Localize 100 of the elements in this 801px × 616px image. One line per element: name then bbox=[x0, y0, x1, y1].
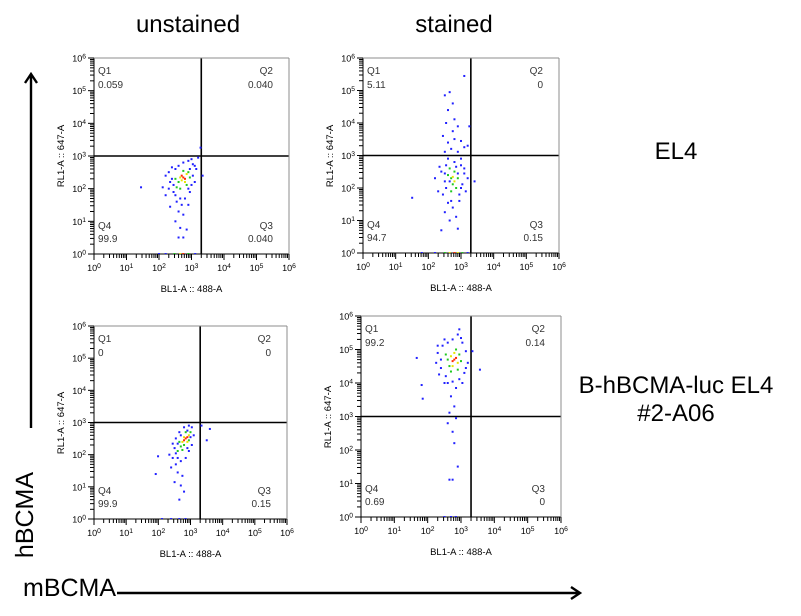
x-tick-label: 10$^{5}$ bbox=[520, 526, 535, 536]
y-tick-label: 10$^{0}$ bbox=[72, 514, 86, 524]
x-tick-label: 10$^{2}$ bbox=[151, 528, 166, 538]
annotation: 0 bbox=[98, 348, 104, 360]
x-tick-label: 10$^{0}$ bbox=[87, 262, 102, 273]
x-tick-label: 10$^{1}$ bbox=[120, 262, 134, 273]
x-tick-label: 10$^{0}$ bbox=[354, 526, 368, 536]
x-tick-label: 10$^{0}$ bbox=[87, 528, 102, 538]
x-tick-label: 10$^{2}$ bbox=[420, 526, 435, 536]
y-tick-label: 10$^{1}$ bbox=[72, 482, 86, 492]
x-tick-label: 10$^{6}$ bbox=[552, 262, 566, 272]
annotation: 94.7 bbox=[367, 233, 386, 245]
y-tick-label: 10$^{6}$ bbox=[339, 311, 354, 322]
annotation: 5.11 bbox=[367, 80, 386, 92]
annotation: Q1 bbox=[365, 324, 378, 336]
y-tick-label: 10$^{6}$ bbox=[341, 53, 356, 64]
y-tick-label: 10$^{4}$ bbox=[341, 118, 356, 128]
annotation: Q2 bbox=[532, 324, 545, 336]
y-tick-label: 10$^{0}$ bbox=[72, 249, 86, 260]
y-tick-label: 10$^{5}$ bbox=[72, 86, 86, 96]
annotation: 0 bbox=[265, 348, 271, 360]
x-tick-label: 10$^{5}$ bbox=[248, 528, 262, 538]
y-tick-label: 10$^{5}$ bbox=[339, 344, 354, 355]
annotation: 99.9 bbox=[98, 499, 118, 511]
x-tick-label: 10$^{2}$ bbox=[152, 262, 166, 273]
annotation: Q4 bbox=[98, 221, 112, 233]
x-axis-title: BL1-A :: 488-A bbox=[158, 549, 222, 561]
annotation: 0.15 bbox=[524, 233, 543, 245]
x-tick-label: 10$^{3}$ bbox=[184, 262, 199, 273]
annotation: 0.059 bbox=[98, 80, 124, 92]
y-tick-label: 10$^{4}$ bbox=[72, 118, 86, 129]
x-tick-label: 10$^{6}$ bbox=[280, 528, 294, 538]
text: mBCMA bbox=[23, 574, 116, 602]
y-tick-label: 10$^{2}$ bbox=[72, 184, 86, 194]
y-axis-title: RL1-A :: 647-A bbox=[325, 124, 337, 187]
y-tick-label: 10$^{3}$ bbox=[341, 150, 356, 161]
annotation: 0.040 bbox=[248, 234, 273, 246]
annotation: 0.15 bbox=[252, 499, 271, 511]
x-tick-label: 10$^{6}$ bbox=[554, 526, 568, 536]
annotation: Q4 bbox=[98, 486, 112, 498]
x-tick-label: 10$^{5}$ bbox=[519, 262, 534, 272]
y-tick-label: 10$^{2}$ bbox=[339, 445, 354, 456]
y-tick-label: 10$^{0}$ bbox=[341, 248, 356, 258]
annotation: 0.040 bbox=[248, 80, 273, 92]
x-tick-label: 10$^{1}$ bbox=[387, 526, 402, 536]
annotation: 0 bbox=[537, 80, 543, 92]
x-tick-label: 10$^{3}$ bbox=[454, 262, 468, 272]
annotation: Q3 bbox=[532, 484, 545, 496]
text: EL4 bbox=[654, 138, 698, 166]
x-axis-title: BL1-A :: 488-A bbox=[429, 547, 493, 559]
annotation: Q1 bbox=[367, 66, 380, 78]
y-tick-label: 10$^{3}$ bbox=[72, 418, 86, 428]
annotation: Q2 bbox=[258, 334, 271, 346]
y-tick-label: 10$^{4}$ bbox=[72, 385, 86, 396]
y-tick-label: 10$^{1}$ bbox=[72, 216, 86, 227]
y-tick-label: 10$^{6}$ bbox=[72, 53, 86, 64]
x-tick-label: 10$^{4}$ bbox=[487, 526, 502, 536]
annotation: Q3 bbox=[260, 221, 273, 233]
annotation: Q2 bbox=[260, 66, 273, 78]
annotation: 99.9 bbox=[98, 234, 118, 246]
annotation: 99.2 bbox=[365, 338, 384, 350]
x-tick-label: 10$^{2}$ bbox=[421, 262, 436, 272]
y-tick-label: 10$^{5}$ bbox=[72, 353, 86, 364]
annotation: Q4 bbox=[367, 220, 380, 232]
x-axis-title: BL1-A :: 488-A bbox=[429, 283, 493, 295]
annotation: Q1 bbox=[98, 334, 112, 346]
x-tick-label: 10$^{3}$ bbox=[184, 528, 198, 538]
x-tick-label: 10$^{6}$ bbox=[282, 262, 296, 273]
x-tick-label: 10$^{1}$ bbox=[119, 528, 134, 538]
y-tick-label: 10$^{5}$ bbox=[341, 86, 356, 96]
chart-title: unstained bbox=[136, 11, 240, 39]
text: B-hBCMA-luc EL4 #2-A06 bbox=[578, 372, 774, 428]
y-tick-label: 10$^{1}$ bbox=[339, 478, 354, 489]
y-axis-title: RL1-A :: 647-A bbox=[56, 391, 68, 454]
x-axis-title: BL1-A :: 488-A bbox=[160, 284, 224, 296]
annotation: 0.69 bbox=[365, 497, 384, 509]
annotation: Q3 bbox=[258, 486, 271, 498]
chart-title: stained bbox=[415, 11, 493, 39]
y-tick-label: 10$^{1}$ bbox=[341, 216, 356, 226]
annotation: Q3 bbox=[530, 220, 543, 232]
x-tick-label: 10$^{5}$ bbox=[250, 262, 264, 273]
annotation: Q2 bbox=[530, 66, 543, 78]
x-tick-label: 10$^{0}$ bbox=[356, 262, 370, 272]
x-tick-label: 10$^{1}$ bbox=[388, 262, 403, 272]
annotation: 0.14 bbox=[526, 338, 545, 350]
y-axis-title: RL1-A :: 647-A bbox=[56, 124, 68, 188]
y-tick-label: 10$^{2}$ bbox=[72, 450, 86, 460]
x-tick-label: 10$^{3}$ bbox=[454, 526, 468, 536]
annotation: Q4 bbox=[365, 484, 378, 496]
annotation: 0 bbox=[539, 497, 545, 509]
y-tick-label: 10$^{4}$ bbox=[339, 378, 354, 388]
y-tick-label: 10$^{0}$ bbox=[339, 512, 354, 522]
x-tick-label: 10$^{4}$ bbox=[216, 528, 230, 538]
y-tick-label: 10$^{6}$ bbox=[72, 321, 86, 332]
x-tick-label: 10$^{4}$ bbox=[217, 262, 232, 273]
y-tick-label: 10$^{2}$ bbox=[341, 183, 356, 194]
text: hBCMA bbox=[11, 472, 39, 558]
x-tick-label: 10$^{4}$ bbox=[486, 262, 501, 272]
y-tick-label: 10$^{3}$ bbox=[72, 151, 86, 162]
y-axis-title: RL1-A :: 647-A bbox=[323, 385, 335, 448]
